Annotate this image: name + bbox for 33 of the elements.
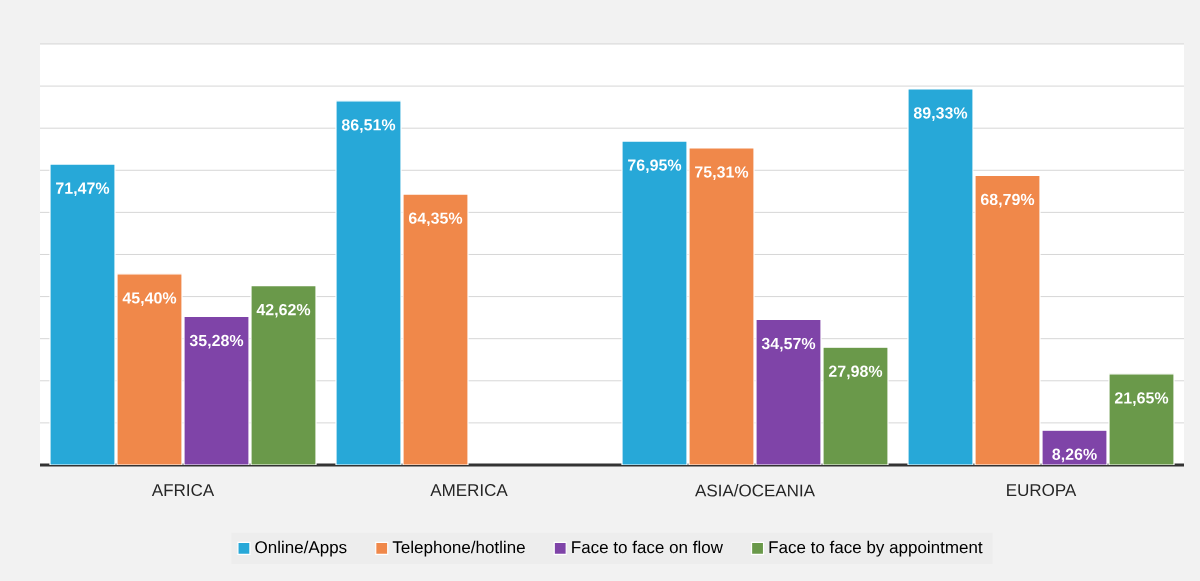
data-label: 27,98% — [828, 365, 883, 380]
x-tick-label: AMERICA — [430, 484, 508, 497]
bar — [250, 284, 317, 465]
bar — [402, 193, 469, 465]
data-label: 89,33% — [913, 107, 968, 121]
data-label: 21,65% — [1114, 392, 1169, 406]
legend-label: Face to face by appointment — [769, 540, 983, 557]
data-label: 42,62% — [256, 303, 311, 318]
bar — [335, 100, 402, 465]
data-label: 8,26% — [1052, 448, 1097, 463]
bar — [907, 88, 974, 465]
data-label: 35,28% — [189, 334, 244, 349]
data-label: 86,51% — [341, 119, 396, 133]
legend-label: Face to face on flow — [572, 540, 723, 554]
data-label: 76,95% — [628, 159, 682, 174]
bar — [974, 174, 1041, 465]
data-label: 68,79% — [980, 193, 1035, 208]
bar — [621, 140, 688, 465]
data-label: 34,57% — [761, 337, 816, 352]
legend-label: Telephone/hotline — [392, 540, 525, 557]
x-tick-label: AFRICA — [151, 484, 215, 497]
data-label: 64,35% — [408, 212, 463, 227]
bar — [49, 163, 116, 465]
bar — [116, 273, 183, 465]
bar — [688, 147, 755, 465]
bar — [1108, 373, 1175, 465]
data-label: 75,31% — [695, 166, 749, 180]
legend-label: Online/Apps — [255, 540, 347, 557]
data-label: 45,40% — [122, 292, 177, 306]
data-label: 71,47% — [56, 182, 110, 197]
x-tick-label: EUROPA — [1007, 484, 1077, 497]
x-tick-label: ASIA/OCEANIA — [695, 484, 815, 497]
bar — [822, 346, 889, 465]
